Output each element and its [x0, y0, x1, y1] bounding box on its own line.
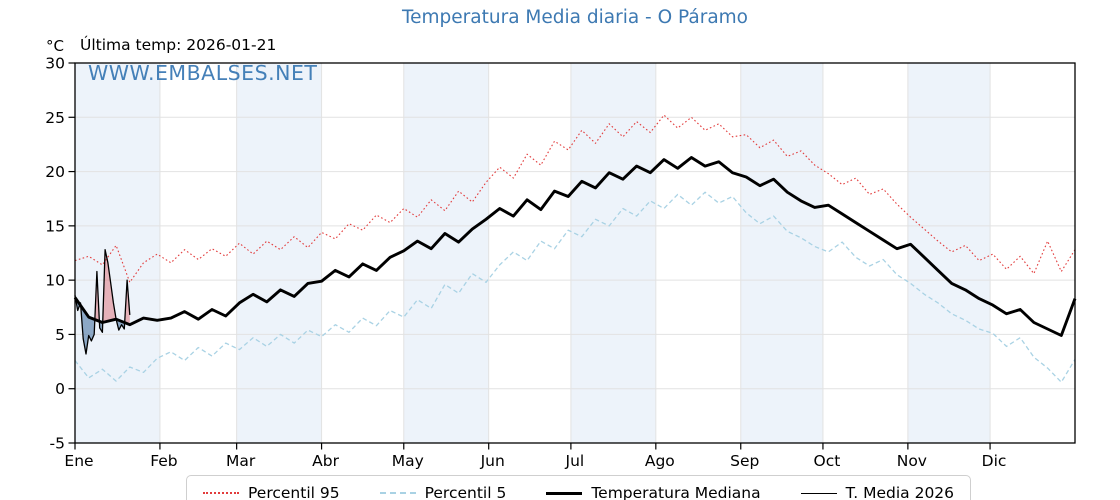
series-line-percentil-95	[74, 114, 1076, 283]
percentil-5-line-icon	[379, 492, 416, 494]
legend-item-percentil-5: Percentil 5	[379, 484, 507, 500]
y-axis-unit-label: °C	[46, 37, 64, 55]
y-tick-label: 0	[55, 380, 65, 398]
tmedia-2026-line-icon	[800, 492, 837, 494]
legend-item-mediana: Temperatura Mediana	[546, 484, 761, 500]
month-band	[403, 63, 489, 443]
fill-above-median	[102, 249, 117, 323]
legend: Percentil 95 Percentil 5 Temperatura Med…	[186, 475, 972, 500]
watermark: WWW.EMBALSES.NET	[88, 61, 318, 85]
y-tick-label: 20	[45, 163, 65, 181]
series-line-temperatura-mediana	[73, 156, 1077, 337]
x-tick-label: Dic	[982, 452, 1007, 470]
y-tick-label: 5	[55, 326, 65, 344]
y-tick-label: 15	[45, 217, 65, 235]
month-band	[740, 63, 823, 443]
plot-border	[74, 62, 1076, 444]
month-band	[75, 63, 160, 443]
month-band	[570, 63, 656, 443]
legend-label-mediana: Temperatura Mediana	[591, 484, 761, 500]
y-tick-label: 25	[45, 109, 65, 127]
series-line-percentil-5	[74, 191, 1076, 383]
legend-label-tmedia-2026: T. Media 2026	[845, 484, 955, 500]
last-temp-label: Última temp: 2026-01-21	[80, 36, 277, 54]
x-tick-label: Ene	[64, 452, 93, 470]
legend-item-percentil-95: Percentil 95	[203, 484, 340, 500]
series-line-t-media-2026	[74, 249, 131, 355]
x-tick-label: May	[392, 452, 424, 470]
x-tick-label: Ago	[645, 452, 675, 470]
y-tick-label: 10	[45, 272, 65, 290]
x-tick-label: Mar	[226, 452, 256, 470]
x-tick-label: Oct	[814, 452, 841, 470]
legend-label-percentil-95: Percentil 95	[248, 484, 340, 500]
y-tick-label: 30	[45, 55, 65, 73]
legend-item-tmedia-2026: T. Media 2026	[800, 484, 955, 500]
fill-above-median	[124, 280, 130, 325]
month-band	[236, 63, 322, 443]
legend-label-percentil-5: Percentil 5	[424, 484, 507, 500]
y-tick-label: -5	[50, 435, 65, 453]
x-tick-label: Abr	[312, 452, 339, 470]
x-tick-label: Jul	[565, 452, 585, 470]
x-tick-label: Nov	[897, 452, 927, 470]
mediana-line-icon	[546, 491, 583, 495]
chart-title: Temperatura Media diaria - O Páramo	[402, 7, 748, 28]
x-tick-label: Jun	[480, 452, 505, 470]
percentil-95-line-icon	[203, 492, 239, 494]
x-tick-label: Feb	[150, 452, 177, 470]
x-tick-label: Sep	[730, 452, 759, 470]
